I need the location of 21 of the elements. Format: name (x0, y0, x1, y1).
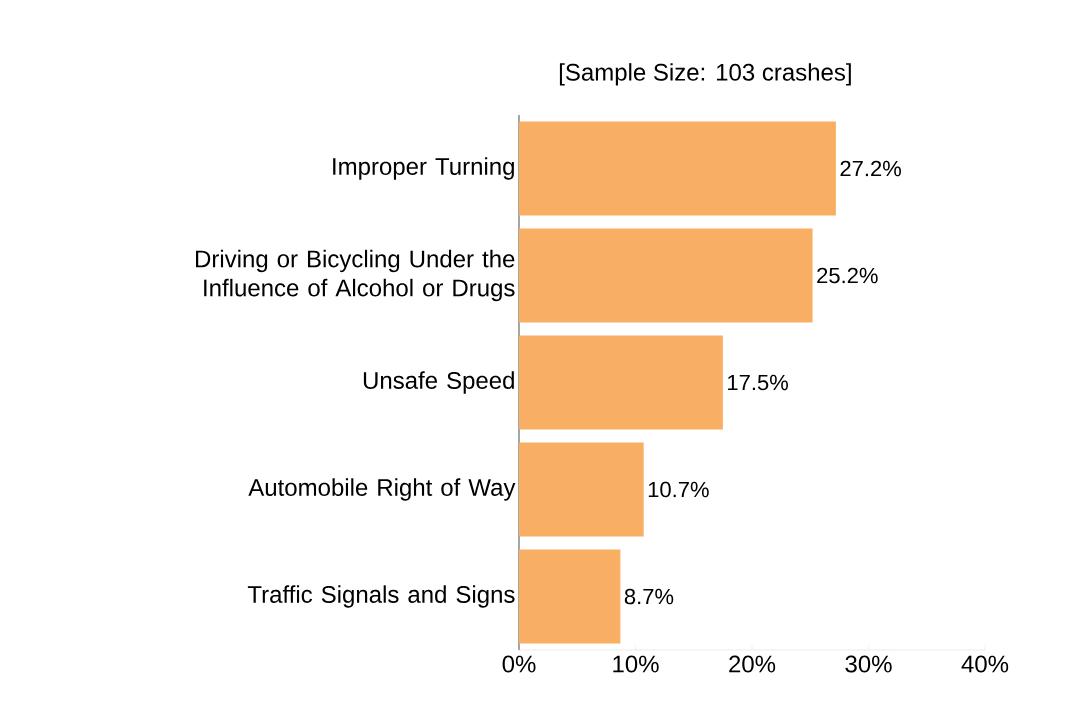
bar (519, 121, 836, 216)
data-label: 8.7% (624, 588, 674, 605)
y-tick-label: Unsafe Speed (363, 371, 514, 394)
bar (519, 549, 621, 644)
bar (519, 442, 644, 537)
data-label: 10.7% (648, 481, 709, 498)
x-tick-label: 10% (613, 655, 659, 673)
data-label: 27.2% (840, 160, 901, 177)
data-label: 25.2% (817, 267, 878, 284)
x-tick-label: 30% (845, 655, 892, 673)
y-tick-label: Automobile Right of Way (248, 478, 516, 501)
chart-title: [Sample Size: 103 crashes] (559, 63, 851, 86)
bar (519, 228, 813, 323)
data-label: 17.5% (728, 374, 788, 391)
y-tick-label: Improper Turning (333, 157, 514, 180)
x-tick-label: 40% (961, 655, 1009, 673)
y-tick-label: Traffic Signals and Signs (247, 585, 515, 608)
x-tick-label: 0% (502, 655, 536, 673)
x-tick-label: 20% (729, 655, 776, 673)
y-tick-label: Driving or Bicycling Under the Influence of Alcohol or Drugs (195, 249, 515, 302)
bar (519, 335, 723, 430)
